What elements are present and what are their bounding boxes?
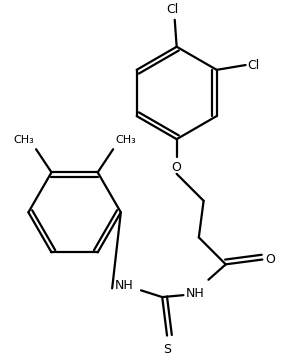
Text: S: S [163,343,171,356]
Text: NH: NH [185,287,204,300]
Text: NH: NH [114,279,133,292]
Text: CH₃: CH₃ [115,135,136,145]
Text: CH₃: CH₃ [13,135,34,145]
Text: Cl: Cl [167,3,179,16]
Text: O: O [172,161,181,174]
Text: O: O [265,253,275,266]
Text: Cl: Cl [247,59,260,72]
